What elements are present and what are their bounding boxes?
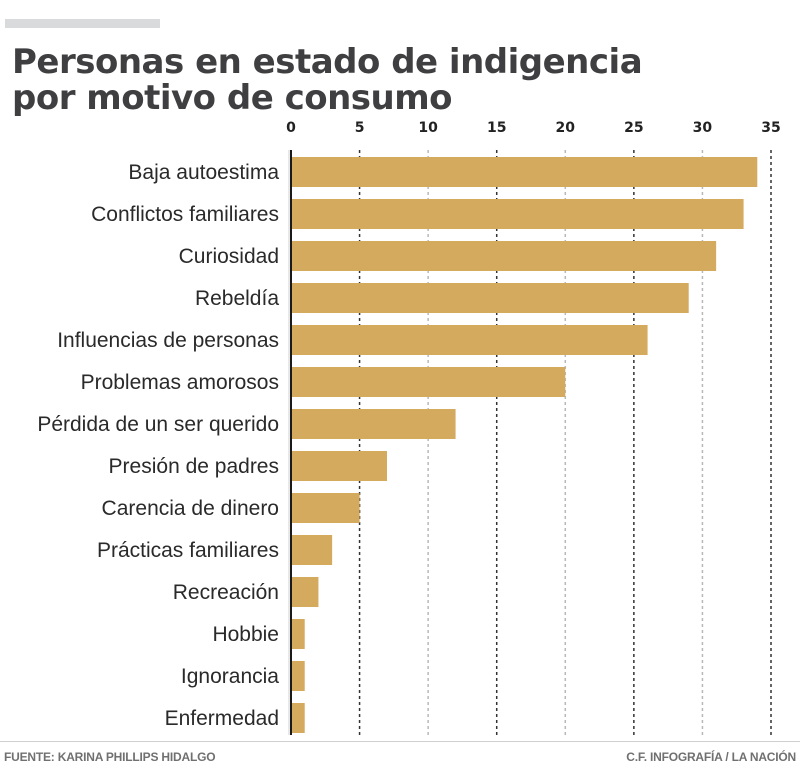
category-label-7: Presión de padres [109,455,279,478]
bar-0 [292,157,758,187]
chart-title-line-2: por motivo de consumo [12,78,453,118]
bar-6 [292,409,456,439]
tick-label-35: 35 [761,120,780,136]
bar-13 [292,703,305,733]
category-label-5: Problemas amorosos [81,371,279,394]
tick-label-15: 15 [487,120,506,136]
category-label-9: Prácticas familiares [97,539,279,562]
bar-12 [292,661,305,691]
bar-2 [292,241,717,271]
source-credit: FUENTE: KARINA PHILLIPS HIDALGO [4,750,216,764]
bar-10 [292,577,319,607]
bar-7 [292,451,387,481]
x-axis-ticks: 0 5 10 15 20 25 30 35 [286,120,781,136]
category-label-1: Conflictos familiares [91,203,279,226]
category-label-2: Curiosidad [179,245,279,268]
tick-label-20: 20 [556,120,576,136]
category-label-10: Recreación [173,581,279,604]
category-label-11: Hobbie [212,623,279,646]
category-label-12: Ignorancia [181,665,279,688]
chart-title-line-1: Personas en estado de indigencia [12,42,643,82]
bar-1 [292,199,744,229]
category-label-8: Carencia de dinero [102,497,279,520]
tick-label-30: 30 [693,120,713,136]
decorative-header-bar [5,19,160,28]
bar-9 [292,535,333,565]
category-label-6: Pérdida de un ser querido [37,413,279,436]
footer-divider [0,741,800,742]
tick-label-10: 10 [418,120,438,136]
bar-8 [292,493,360,523]
category-label-4: Influencias de personas [57,329,279,352]
bar-4 [292,325,648,355]
category-label-0: Baja autoestima [128,161,279,184]
category-label-3: Rebeldía [195,287,279,310]
tick-label-5: 5 [355,120,365,136]
category-labels: Baja autoestima Conflictos familiares Curi… [37,161,279,730]
bar-11 [292,619,305,649]
graphic-credit: C.F. INFOGRAFÍA / LA NACIÓN [626,750,796,764]
bar-5 [292,367,566,397]
category-label-13: Enfermedad [165,707,279,730]
tick-label-0: 0 [286,120,296,136]
bars [292,157,758,733]
bar-3 [292,283,689,313]
tick-label-25: 25 [624,120,643,136]
chart-title: Personas en estado de indigencia por mot… [12,42,643,118]
gridlines [358,150,772,735]
